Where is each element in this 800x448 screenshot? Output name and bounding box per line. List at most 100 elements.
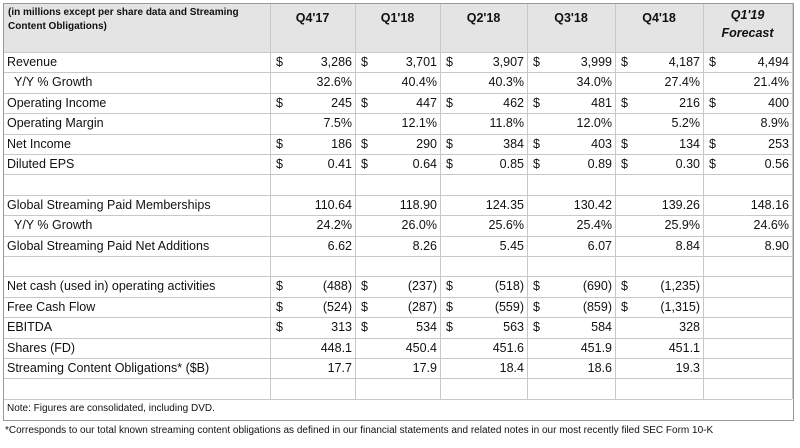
row-line: [3, 154, 792, 155]
cell-value: 5.45: [499, 238, 524, 253]
cell-value: 563: [503, 320, 524, 335]
cell-value: 40.3%: [488, 75, 524, 90]
cell-value: 6.62: [327, 238, 352, 253]
cell-value: 4,494: [757, 55, 789, 69]
currency: $: [276, 136, 283, 151]
cell-value: 18.4: [499, 361, 524, 375]
cell-value: 400: [768, 95, 789, 110]
row-label: Revenue: [7, 55, 58, 69]
cell-value: 118.90: [399, 197, 437, 212]
cell-value: 3,907: [492, 55, 524, 69]
row-label: Net cash (used in) operating activities: [7, 279, 216, 294]
cell-value: 17.9: [412, 361, 437, 375]
row-line: [3, 133, 792, 135]
row-line: [3, 256, 792, 257]
column-header: Q4'17: [295, 11, 330, 25]
cell-value: 403: [591, 136, 612, 151]
currency: $: [446, 299, 453, 314]
table-border: [3, 3, 794, 422]
currency: $: [276, 320, 283, 335]
cell-value: 0.41: [327, 157, 352, 171]
cell-value: 11.8%: [489, 116, 524, 131]
currency: $: [276, 55, 283, 69]
currency: $: [533, 55, 540, 69]
cell-value: (859): [582, 299, 612, 314]
currency: $: [276, 299, 283, 314]
currency: $: [446, 136, 453, 151]
cell-value: 21.4%: [753, 75, 789, 90]
row-line: [3, 317, 792, 319]
cell-value: 0.30: [675, 157, 700, 171]
row-line: [3, 398, 792, 400]
currency: $: [361, 299, 368, 314]
currency: $: [621, 279, 628, 294]
cell-value: 27.4%: [664, 75, 700, 90]
cell-value: 0.89: [587, 157, 612, 171]
currency: $: [361, 157, 368, 171]
currency: $: [621, 55, 628, 69]
row-label: Global Streaming Paid Net Additions: [7, 238, 210, 253]
cell-value: 26.0%: [401, 218, 437, 233]
cell-value: 139.26: [661, 197, 700, 212]
row-line: [3, 92, 792, 94]
cell-value: 534: [416, 320, 437, 335]
column-line: [703, 3, 704, 399]
cell-value: 290: [416, 136, 437, 151]
currency: $: [621, 157, 628, 171]
column-line: [270, 3, 271, 399]
currency: $: [361, 55, 368, 69]
cell-value: 0.56: [764, 157, 789, 171]
note: Note: Figures are consolidated, includin…: [7, 402, 215, 414]
forecast-note: Forecast: [721, 26, 774, 40]
cell-value: 186: [331, 136, 352, 151]
cell-value: 0.85: [499, 157, 524, 171]
currency: $: [533, 95, 540, 110]
cell-value: 25.4%: [576, 218, 612, 233]
cell-value: 25.6%: [488, 218, 524, 233]
cell-value: 17.7: [327, 361, 352, 375]
row-label: Net Income: [7, 136, 71, 151]
row-line: [3, 235, 792, 237]
currency: $: [446, 320, 453, 335]
cell-value: 12.0%: [576, 116, 612, 131]
currency: $: [621, 136, 628, 151]
currency: $: [361, 95, 368, 110]
row-line: [3, 52, 792, 53]
row-label: Y/Y % Growth: [14, 75, 93, 90]
currency: $: [533, 320, 540, 335]
cell-value: 8.9%: [760, 116, 790, 131]
currency: $: [533, 299, 540, 314]
cell-value: 3,999: [580, 55, 612, 69]
cell-value: (287): [407, 299, 437, 314]
cell-value: 34.0%: [576, 75, 612, 90]
row-line: [3, 215, 792, 217]
currency: $: [709, 95, 716, 110]
currency: $: [709, 136, 716, 151]
forecast-header: Q1'19: [730, 8, 765, 22]
cell-value: 148.16: [750, 197, 789, 212]
currency: $: [276, 157, 283, 171]
row-label: Shares (FD): [7, 340, 76, 355]
cell-value: (559): [494, 299, 524, 314]
cell-value: 5.2%: [671, 116, 701, 131]
cell-value: 18.6: [587, 361, 612, 375]
row-line: [3, 194, 792, 196]
row-line: [3, 113, 792, 115]
cell-value: (690): [582, 279, 612, 294]
cell-value: 24.6%: [753, 218, 789, 233]
cell-value: 328: [679, 320, 700, 335]
cell-value: 481: [591, 95, 612, 110]
row-label: Global Streaming Paid Memberships: [7, 197, 211, 212]
row-line: [3, 378, 792, 380]
row-label: Operating Margin: [7, 116, 104, 131]
row-line: [3, 174, 792, 176]
currency: $: [446, 279, 453, 294]
cell-value: 3,701: [405, 55, 437, 69]
cell-value: 25.9%: [664, 218, 700, 233]
column-header: Q1'18: [380, 11, 415, 25]
cell-value: 24.2%: [316, 218, 352, 233]
currency: $: [533, 136, 540, 151]
cell-value: 313: [331, 320, 352, 335]
cell-value: 8.84: [675, 238, 700, 253]
